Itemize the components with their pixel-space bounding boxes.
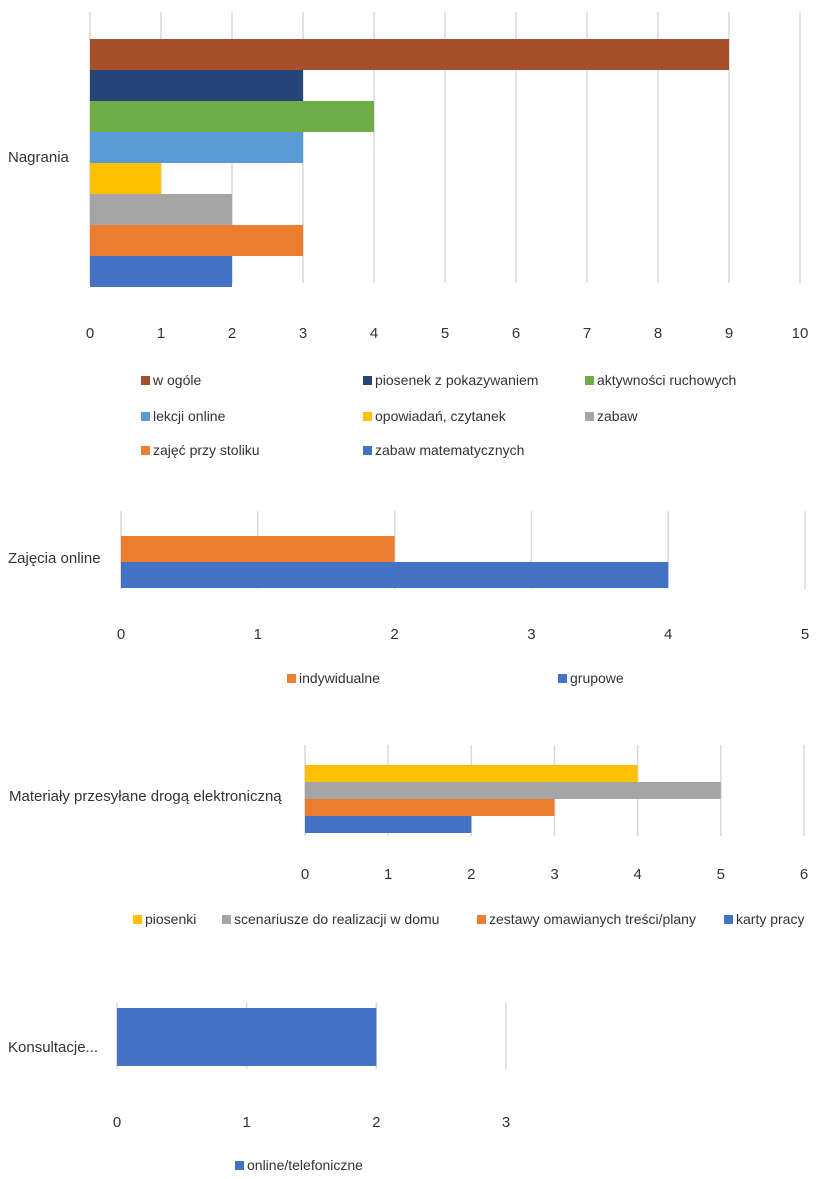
chart-4: Konsultacje... 0 1 2 3	[8, 1003, 510, 1131]
legend-swatch	[222, 914, 231, 924]
legend-item: opowiadań, czytanek	[363, 408, 506, 424]
bar-indywidualne	[121, 536, 395, 562]
legend-label: w ogóle	[153, 372, 202, 388]
legend-swatch	[141, 375, 150, 385]
tick-label: 0	[113, 1114, 121, 1131]
legend-label: piosenki	[145, 911, 197, 927]
legend-item: aktywności ruchowych	[585, 372, 736, 388]
tick-label: 5	[717, 866, 725, 883]
legend-label: zabaw	[597, 408, 638, 424]
legend-swatch	[141, 411, 150, 421]
legend-label: online/telefoniczne	[247, 1157, 363, 1173]
category-label: Materiały przesyłane drogą elektroniczną	[9, 788, 282, 805]
category-label: Nagrania	[8, 149, 70, 166]
legend-label: grupowe	[570, 670, 624, 686]
chart-1: Nagrania 0 1 2 3 4 5 6 7 8 9 10	[8, 12, 808, 342]
tick-label: 1	[242, 1114, 250, 1131]
legend-label: karty pracy	[736, 911, 805, 927]
legend-swatch	[363, 445, 372, 455]
tick-label: 8	[654, 325, 662, 342]
tick-label: 3	[527, 626, 535, 643]
legend-item: karty pracy	[724, 911, 804, 927]
tick-label: 10	[792, 325, 809, 342]
category-label: Zajęcia online	[8, 550, 101, 567]
legend-item: zajęć przy stoliku	[141, 442, 260, 458]
tick-label: 6	[800, 866, 808, 883]
tick-label: 6	[512, 325, 520, 342]
legend-swatch	[287, 673, 296, 683]
legend-item: grupowe	[558, 670, 624, 686]
tick-label: 1	[157, 325, 165, 342]
chart-3: Materiały przesyłane drogą elektroniczną…	[9, 745, 808, 883]
category-label: Konsultacje...	[8, 1039, 98, 1056]
legend-item: zabaw matematycznych	[363, 442, 524, 458]
legend-label: aktywności ruchowych	[597, 372, 737, 388]
legend-label: zestawy omawianych treści/plany	[489, 911, 696, 927]
legend-label: scenariusze do realizacji w domu	[234, 911, 440, 927]
legend-swatch	[477, 914, 486, 924]
bar-aktywno-ci-ruchowych	[90, 101, 374, 132]
legend-item: piosenki	[133, 911, 196, 927]
tick-label: 7	[583, 325, 591, 342]
legend-swatch	[363, 411, 372, 421]
legend-item: online/telefoniczne	[235, 1157, 363, 1173]
legend-swatch	[724, 914, 733, 924]
bar-zestawy-omawianych-tre-ci-plany	[305, 799, 555, 816]
bar-scenariusze-do-realizacji-w-domu	[305, 782, 721, 799]
legend-swatch	[133, 914, 142, 924]
tick-label: 4	[370, 325, 378, 342]
tick-label: 2	[467, 866, 475, 883]
legend-swatch	[363, 375, 372, 385]
bar-grupowe	[121, 562, 669, 588]
bar-opowiada-czytanek	[90, 163, 161, 194]
tick-label: 3	[550, 866, 558, 883]
tick-label: 5	[441, 325, 449, 342]
legend-item: zestawy omawianych treści/plany	[477, 911, 696, 927]
legend-item: piosenek z pokazywaniem	[363, 372, 538, 388]
tick-label: 0	[86, 325, 94, 342]
bar-karty-pracy	[305, 816, 472, 833]
tick-label: 4	[664, 626, 672, 643]
bar-w-og-le	[90, 39, 729, 70]
bar-online-telefoniczne	[117, 1008, 377, 1066]
bar-piosenek-z-pokazywaniem	[90, 70, 303, 101]
tick-label: 3	[299, 325, 307, 342]
tick-label: 2	[372, 1114, 380, 1131]
tick-label: 5	[801, 626, 809, 643]
tick-label: 9	[725, 325, 733, 342]
bar-zabaw	[90, 194, 232, 225]
bar-zaj-przy-stoliku	[90, 225, 303, 256]
bar-lekcji-online	[90, 132, 303, 163]
legend-swatch	[585, 375, 594, 385]
bar-piosenki	[305, 765, 638, 782]
legend-label: lekcji online	[153, 408, 226, 424]
legend-item: zabaw	[585, 408, 637, 424]
legend-item: indywidualne	[287, 670, 380, 686]
legend-label: piosenek z pokazywaniem	[375, 372, 539, 388]
tick-label: 0	[117, 626, 125, 643]
tick-label: 1	[384, 866, 392, 883]
legend-label: zabaw matematycznych	[375, 442, 525, 458]
tick-label: 4	[633, 866, 641, 883]
tick-label: 1	[254, 626, 262, 643]
tick-label: 2	[228, 325, 236, 342]
tick-label: 0	[301, 866, 309, 883]
legend-swatch	[141, 445, 150, 455]
legend-swatch	[235, 1160, 244, 1170]
tick-label: 2	[390, 626, 398, 643]
legend-item: lekcji online	[141, 408, 225, 424]
legend-swatch	[585, 411, 594, 421]
legend-label: opowiadań, czytanek	[375, 408, 506, 424]
bar-zabaw-matematycznych	[90, 256, 232, 287]
legend-label: zajęć przy stoliku	[153, 442, 260, 458]
legend-label: indywidualne	[299, 670, 380, 686]
legend-item: scenariusze do realizacji w domu	[222, 911, 439, 927]
legend-swatch	[558, 673, 567, 683]
chart-2: Zajęcia online 0 1 2 3 4 5	[8, 511, 809, 643]
tick-label: 3	[502, 1114, 510, 1131]
legend-item: w ogóle	[141, 372, 201, 388]
